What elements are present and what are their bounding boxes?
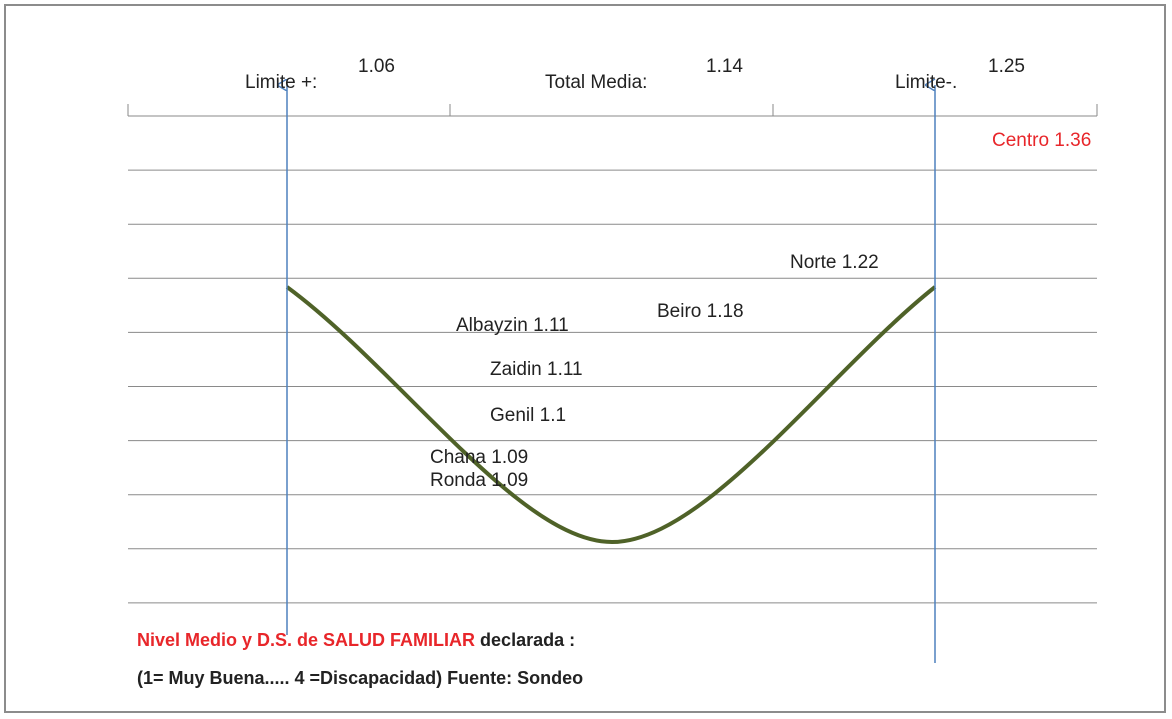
region-label: Beiro 1.18 <box>657 301 744 322</box>
limit-plus-label: Limite +: <box>245 72 317 93</box>
limit-minus-label: Limite-. <box>895 72 957 93</box>
region-label: Zaidin 1.11 <box>490 359 583 380</box>
limit-minus-value: 1.25 <box>988 56 1025 77</box>
region-label: Albayzin 1.11 <box>456 315 569 336</box>
caption-black: declarada : <box>475 630 575 650</box>
region-label: Genil 1.1 <box>490 405 566 426</box>
caption-line1: Nivel Medio y D.S. de SALUD FAMILIAR dec… <box>137 630 575 650</box>
total-value: 1.14 <box>706 56 743 77</box>
limit-plus-value: 1.06 <box>358 56 395 77</box>
caption-red: Nivel Medio y D.S. de SALUD FAMILIAR <box>137 630 475 650</box>
caption-line2: (1= Muy Buena..... 4 =Discapacidad) Fuen… <box>137 668 583 688</box>
region-label: Ronda 1.09 <box>430 470 528 491</box>
centro-label: Centro 1.36 <box>992 130 1091 151</box>
frame <box>4 4 1166 713</box>
region-label: Norte 1.22 <box>790 252 879 273</box>
region-label: Chana 1.09 <box>430 447 528 468</box>
total-label: Total Media: <box>545 72 647 93</box>
curve <box>285 285 937 545</box>
